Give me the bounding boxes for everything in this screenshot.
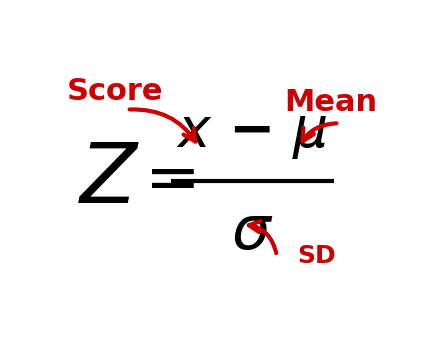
Text: Score: Score	[67, 77, 163, 106]
Text: $=$: $=$	[132, 146, 195, 212]
Text: $\mathbf{\mathit{Z}}$: $\mathbf{\mathit{Z}}$	[78, 139, 140, 220]
Text: Mean: Mean	[283, 88, 377, 117]
Text: $\mathbf{\mathit{x}}\ \mathbf{-}\ \mathbf{\mathit{\mu}}$: $\mathbf{\mathit{x}}\ \mathbf{-}\ \mathb…	[176, 107, 327, 161]
Text: SD: SD	[296, 244, 335, 268]
Text: $\mathbf{\mathit{\sigma}}$: $\mathbf{\mathit{\sigma}}$	[230, 203, 273, 262]
